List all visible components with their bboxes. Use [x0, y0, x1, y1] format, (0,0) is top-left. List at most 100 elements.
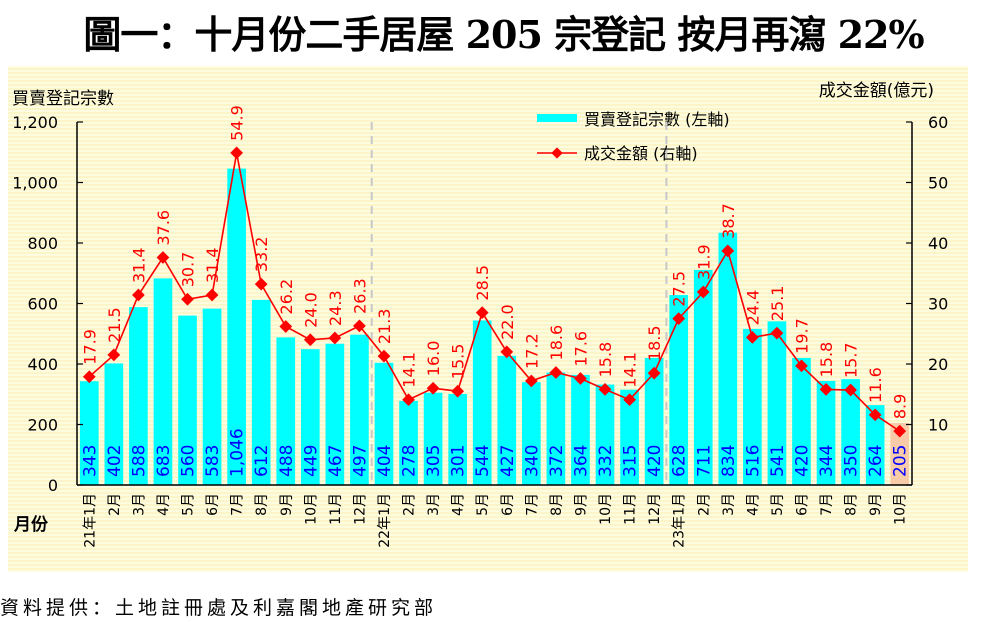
- x-tick-label: 7月: [230, 493, 246, 516]
- x-tick-label: 10月: [303, 493, 319, 525]
- bar: [399, 400, 418, 485]
- bar: [178, 315, 197, 485]
- bar-value-label: 402: [105, 445, 125, 477]
- right-tick-label: 30: [928, 295, 948, 314]
- line-value-label: 54.9: [228, 105, 247, 141]
- bar-value-label: 364: [571, 445, 591, 477]
- legend-bar-label: 買賣登記宗數 (左軸): [584, 110, 730, 129]
- bar-value-label: 711: [694, 445, 714, 477]
- x-tick-label: 5月: [181, 493, 197, 516]
- bar-value-label: 278: [400, 445, 420, 477]
- left-tick-label: 200: [27, 416, 58, 435]
- x-tick-label: 6月: [205, 493, 221, 516]
- bar: [595, 384, 615, 485]
- line-value-label: 19.7: [792, 318, 811, 354]
- line-value-label: 21.5: [105, 307, 124, 343]
- line-value-label: 18.5: [645, 325, 664, 361]
- bar: [104, 363, 124, 485]
- line-value-label: 31.4: [129, 247, 148, 283]
- x-tick-label: 23年1月: [672, 493, 688, 548]
- line-value-label: 38.7: [719, 203, 738, 239]
- x-tick-label: 7月: [524, 493, 540, 516]
- x-tick-label: 9月: [279, 493, 295, 516]
- bar: [374, 362, 394, 485]
- bar: [300, 349, 320, 485]
- line-value-label: 22.0: [498, 304, 517, 340]
- x-tick-label: 6月: [794, 493, 810, 516]
- line-marker: [328, 331, 342, 345]
- left-axis-title: 買賣登記宗數: [12, 89, 114, 109]
- bar: [620, 389, 639, 485]
- bar-value-label: 834: [719, 445, 739, 477]
- bar: [350, 334, 369, 485]
- line-value-label: 15.7: [842, 342, 861, 378]
- bar: [743, 328, 762, 485]
- x-tick-label: 5月: [475, 493, 491, 516]
- line-value-label: 17.9: [80, 329, 99, 365]
- line-marker: [451, 384, 465, 398]
- line-value-label: 8.9: [891, 394, 910, 419]
- x-tick-label: 3月: [426, 493, 442, 516]
- right-axis-title: 成交金額(億元): [819, 81, 934, 101]
- line-value-label: 26.2: [277, 279, 296, 315]
- line-value-label: 31.9: [694, 244, 713, 280]
- line-value-label: 26.3: [350, 278, 369, 314]
- line-marker: [205, 288, 219, 302]
- line-value-label: 14.1: [400, 352, 419, 388]
- left-tick-label: 1,200: [12, 113, 58, 132]
- x-tick-label: 4月: [156, 493, 172, 516]
- bar: [841, 379, 860, 485]
- right-tick-label: 10: [928, 416, 948, 435]
- x-tick-label: 8月: [549, 493, 565, 516]
- bar-value-label: 301: [449, 445, 469, 477]
- bar-value-label: 332: [596, 445, 616, 477]
- line-value-label: 30.7: [179, 252, 198, 288]
- x-tick-label: 3月: [721, 493, 737, 516]
- line-value-label: 33.2: [252, 237, 271, 273]
- left-tick-label: 0: [48, 476, 58, 495]
- right-tick-label: 50: [928, 174, 948, 193]
- line-value-label: 27.5: [670, 271, 689, 307]
- bar: [423, 392, 443, 485]
- x-tick-label: 6月: [500, 493, 516, 516]
- x-tick-label: 5月: [770, 493, 786, 516]
- line-value-label: 15.8: [596, 342, 615, 378]
- left-tick-label: 400: [27, 355, 58, 374]
- line-value-label: 15.5: [449, 344, 468, 380]
- x-tick-label: 12月: [352, 493, 368, 525]
- bar-value-label: 264: [866, 445, 886, 477]
- legend-line-label: 成交金額 (右軸): [584, 144, 698, 163]
- x-tick-label: 10月: [598, 493, 614, 525]
- line-value-label: 18.6: [547, 325, 566, 361]
- x-tick-label: 8月: [844, 493, 860, 516]
- bar-value-label: 488: [277, 445, 297, 477]
- bar-value-label: 612: [252, 445, 272, 477]
- bar: [890, 422, 910, 485]
- legend-diamond-marker: [551, 147, 563, 159]
- line-value-label: 37.6: [154, 210, 173, 246]
- right-tick-label: 40: [928, 234, 948, 253]
- x-tick-label: 11月: [623, 493, 639, 525]
- x-tick-label: 4月: [745, 493, 761, 516]
- line-value-label: 24.3: [326, 290, 345, 326]
- x-axis-title: 月份: [13, 514, 49, 535]
- bar: [718, 232, 738, 485]
- bar-value-label: 344: [817, 445, 837, 477]
- bar-value-label: 350: [842, 445, 862, 477]
- x-tick-label: 2月: [107, 493, 123, 516]
- x-tick-label: 2月: [402, 493, 418, 516]
- bar-value-label: 497: [350, 445, 370, 477]
- line-value-label: 24.0: [301, 292, 320, 328]
- bar-value-label: 449: [301, 445, 321, 477]
- line-marker: [107, 348, 121, 362]
- line-value-label: 17.6: [571, 331, 590, 367]
- line-value-label: 11.6: [866, 367, 885, 403]
- bar-value-label: 541: [768, 445, 788, 477]
- x-tick-label: 7月: [819, 493, 835, 516]
- source-note: 資料提供：土地註冊處及利嘉閣地產研究部: [0, 597, 438, 619]
- line-marker: [426, 381, 440, 395]
- line-marker: [303, 333, 317, 347]
- chart-title: 圖一：十月份二手居屋 205 宗登記 按月再瀉 22%: [83, 12, 924, 57]
- x-tick-label: 8月: [254, 493, 270, 516]
